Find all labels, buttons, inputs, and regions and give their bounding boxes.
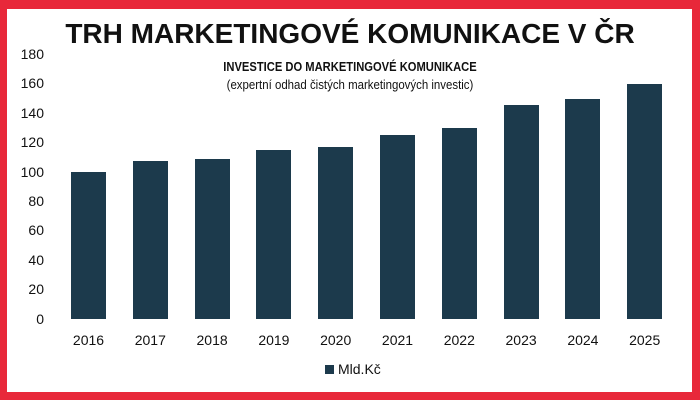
y-tick: 40	[28, 252, 44, 268]
chart-subtitle: INVESTICE DO MARKETINGOVÉ KOMUNIKACE	[223, 59, 477, 74]
legend-swatch-icon	[325, 364, 334, 374]
bar	[256, 149, 292, 319]
y-tick: 140	[20, 105, 44, 121]
bar	[503, 105, 539, 319]
x-tick: 2021	[381, 332, 414, 348]
bar	[441, 127, 477, 319]
x-tick: 2022	[443, 332, 475, 348]
x-tick: 2024	[567, 332, 599, 348]
bar	[627, 83, 663, 319]
bar	[318, 147, 354, 319]
bar	[565, 98, 601, 319]
y-tick: 20	[28, 281, 44, 297]
x-tick: 2016	[72, 332, 105, 348]
x-tick: 2017	[134, 332, 166, 348]
x-tick: 2020	[320, 332, 352, 348]
x-tick: 2019	[258, 332, 290, 348]
y-tick: 80	[28, 193, 44, 209]
bar	[380, 135, 415, 319]
y-tick: 160	[20, 75, 44, 91]
y-tick: 180	[20, 46, 44, 62]
chart-subtitle-note: (expertní odhad čistých marketingových i…	[226, 77, 474, 92]
y-tick: 0	[36, 311, 44, 327]
legend: Mld.Kč	[325, 361, 381, 377]
x-tick: 2018	[196, 332, 228, 348]
x-tick: 2023	[505, 332, 537, 348]
y-tick: 120	[20, 134, 44, 150]
y-tick: 100	[20, 164, 44, 180]
bar	[194, 158, 230, 319]
chart-title: TRH MARKETINGOVÉ KOMUNIKACE V ČR	[65, 18, 635, 49]
bar	[71, 172, 106, 319]
bar	[132, 160, 168, 319]
x-tick: 2025	[629, 332, 661, 348]
legend-label: Mld.Kč	[338, 361, 381, 377]
y-tick: 60	[28, 222, 44, 238]
